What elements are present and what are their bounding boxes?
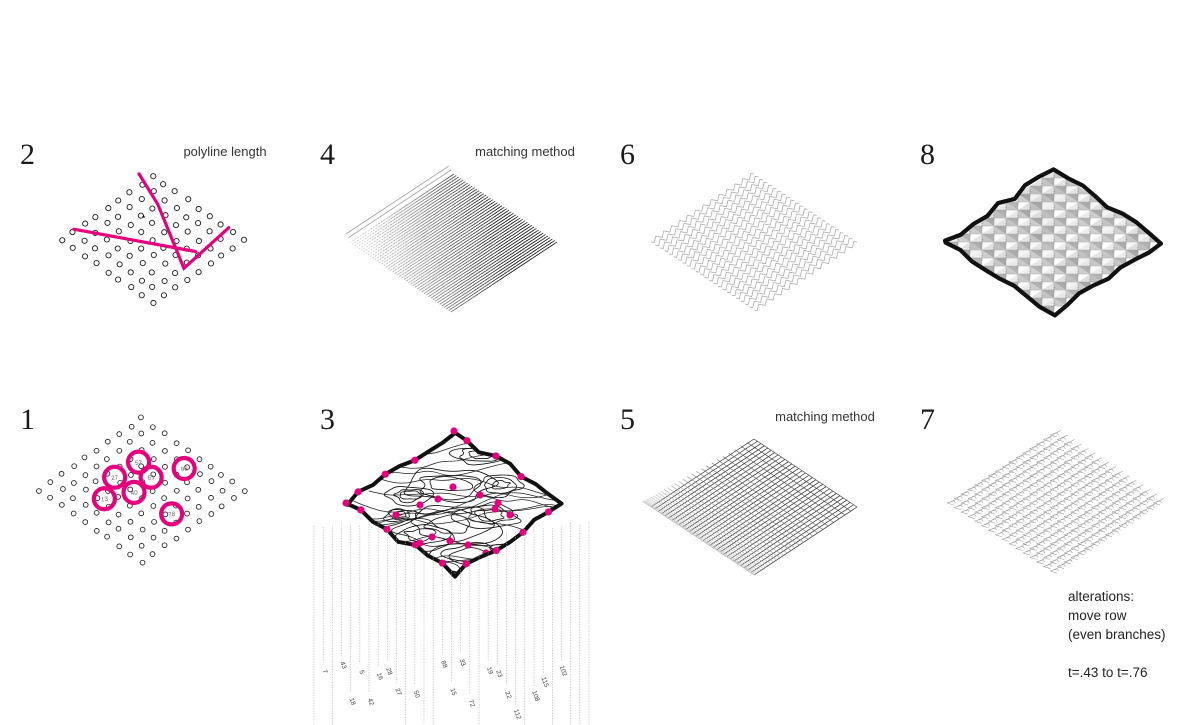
svg-text:15: 15 [448, 687, 457, 697]
svg-text:27: 27 [393, 687, 402, 697]
svg-text:33: 33 [458, 658, 467, 668]
svg-text:50: 50 [412, 690, 421, 700]
svg-text:52: 52 [135, 459, 143, 467]
svg-text:28: 28 [384, 667, 393, 677]
svg-text:42: 42 [366, 697, 375, 707]
svg-text:78: 78 [168, 511, 176, 519]
svg-text:22: 22 [503, 690, 512, 700]
svg-text:43: 43 [338, 661, 347, 671]
svg-text:40: 40 [130, 489, 138, 497]
svg-text:102: 102 [558, 665, 568, 678]
svg-text:115: 115 [540, 676, 550, 688]
svg-text:61: 61 [147, 474, 155, 482]
svg-text:88: 88 [439, 660, 448, 670]
svg-text:13: 13 [101, 496, 109, 504]
svg-text:5: 5 [357, 669, 365, 675]
svg-text:7: 7 [321, 669, 329, 675]
svg-text:27: 27 [111, 474, 119, 482]
svg-text:18: 18 [348, 697, 357, 707]
svg-text:23: 23 [494, 669, 503, 679]
svg-text:*: * [142, 214, 146, 224]
svg-text:16: 16 [375, 672, 384, 682]
svg-text:98: 98 [180, 465, 188, 473]
svg-text:72: 72 [467, 699, 476, 709]
svg-text:19: 19 [485, 666, 494, 676]
svg-text:108: 108 [530, 690, 540, 703]
svg-text:112: 112 [512, 708, 522, 720]
